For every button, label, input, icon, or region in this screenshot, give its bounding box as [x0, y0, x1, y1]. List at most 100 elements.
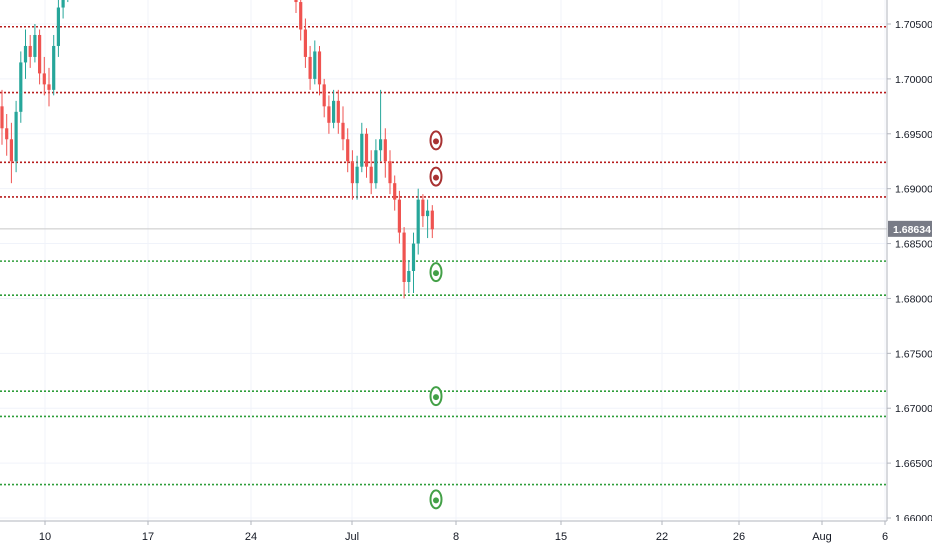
- candle-body: [294, 0, 298, 3]
- candle-body: [61, 0, 65, 8]
- candle[interactable]: [47, 67, 51, 107]
- candle[interactable]: [421, 194, 425, 228]
- marker-dot: [433, 270, 439, 277]
- candle[interactable]: [411, 232, 416, 293]
- candle-body: [402, 232, 406, 282]
- candle[interactable]: [38, 29, 42, 85]
- candle[interactable]: [364, 128, 369, 178]
- time-tick-label: 17: [142, 531, 154, 543]
- candle-body: [52, 45, 56, 90]
- support-target-marker[interactable]: [429, 386, 443, 407]
- candle[interactable]: [317, 45, 322, 96]
- candle[interactable]: [14, 100, 18, 173]
- candle[interactable]: [426, 199, 430, 239]
- candle-body: [397, 199, 401, 233]
- candle[interactable]: [430, 205, 434, 239]
- time-tick-label: 10: [39, 531, 51, 543]
- last-price-label-text: 1.68634: [893, 224, 931, 236]
- candle[interactable]: [23, 29, 28, 79]
- time-axis-background: [0, 521, 932, 550]
- candle[interactable]: [374, 139, 378, 189]
- candle[interactable]: [397, 190, 401, 244]
- candle-body: [346, 139, 350, 162]
- candle[interactable]: [393, 175, 397, 211]
- candle[interactable]: [379, 89, 383, 162]
- candle[interactable]: [407, 260, 411, 293]
- candle[interactable]: [19, 51, 23, 123]
- time-tick-label: 26: [733, 531, 745, 543]
- support-target-marker[interactable]: [429, 489, 443, 510]
- candle-body: [5, 128, 9, 140]
- candle[interactable]: [341, 106, 345, 151]
- resistance-target-marker[interactable]: [429, 130, 443, 151]
- candle-body: [360, 133, 364, 167]
- candle[interactable]: [9, 122, 13, 184]
- candle[interactable]: [332, 89, 336, 129]
- candle[interactable]: [402, 227, 406, 299]
- candle[interactable]: [327, 95, 331, 134]
- price-tick-label: 1.67000: [895, 403, 932, 415]
- candle-body: [303, 29, 307, 57]
- candle-body: [341, 122, 345, 140]
- candle-body: [299, 2, 303, 30]
- candle[interactable]: [42, 56, 46, 96]
- candle[interactable]: [299, 0, 303, 41]
- price-tick-label: 1.69500: [895, 129, 932, 141]
- candle[interactable]: [346, 128, 350, 173]
- candle-body: [379, 139, 383, 151]
- last-price-label-bg: [888, 220, 932, 237]
- price-axis[interactable]: 1.70500 1.70000 1.69500 1.69000 1.68500 1.680…: [886, 0, 932, 550]
- resistance-target-marker[interactable]: [429, 166, 443, 187]
- candle-body: [407, 271, 411, 282]
- price-tick-label: 1.68000: [895, 293, 932, 305]
- candle[interactable]: [416, 188, 420, 255]
- time-axis[interactable]: 10 17 24 Jul 8 15 22 26 Aug 6: [0, 520, 932, 550]
- candle-body: [33, 34, 37, 57]
- candle[interactable]: [56, 0, 60, 57]
- marker-dot: [433, 174, 439, 181]
- time-tick-label: Aug: [812, 531, 832, 543]
- candle-body: [393, 183, 397, 200]
- candles: [0, 0, 434, 299]
- candle-body: [313, 51, 317, 79]
- candle[interactable]: [303, 18, 307, 68]
- candle[interactable]: [383, 128, 387, 178]
- candle-body: [38, 34, 42, 74]
- candle-body: [42, 73, 46, 85]
- support-target-marker[interactable]: [429, 262, 443, 283]
- candle-body: [426, 210, 430, 217]
- candle[interactable]: [5, 114, 9, 156]
- candle-body: [0, 106, 4, 129]
- price-tick-label: 1.69000: [895, 184, 932, 196]
- marker-dot: [433, 138, 439, 145]
- candle-body: [411, 243, 416, 271]
- candle[interactable]: [52, 34, 56, 96]
- candle[interactable]: [33, 24, 37, 63]
- marker-dot: [433, 394, 439, 401]
- candle[interactable]: [308, 45, 312, 90]
- candle[interactable]: [61, 0, 65, 19]
- candle-body: [317, 51, 322, 85]
- price-tick-label: 1.67500: [895, 348, 932, 360]
- candle-body: [327, 106, 331, 123]
- candle[interactable]: [355, 155, 359, 200]
- candle-body: [28, 45, 32, 57]
- candle-body: [322, 84, 326, 107]
- candle[interactable]: [313, 40, 317, 85]
- candle[interactable]: [350, 150, 354, 200]
- candle-body: [383, 139, 387, 162]
- candle[interactable]: [360, 122, 364, 173]
- marker-dot: [433, 497, 439, 504]
- candle[interactable]: [294, 0, 298, 14]
- candle[interactable]: [28, 34, 32, 68]
- candle[interactable]: [388, 150, 392, 195]
- candle[interactable]: [369, 150, 373, 195]
- candle[interactable]: [336, 89, 340, 134]
- candle-body: [47, 84, 51, 90]
- time-tick-label: 8: [453, 531, 459, 543]
- candle[interactable]: [0, 89, 4, 145]
- candle[interactable]: [322, 78, 326, 118]
